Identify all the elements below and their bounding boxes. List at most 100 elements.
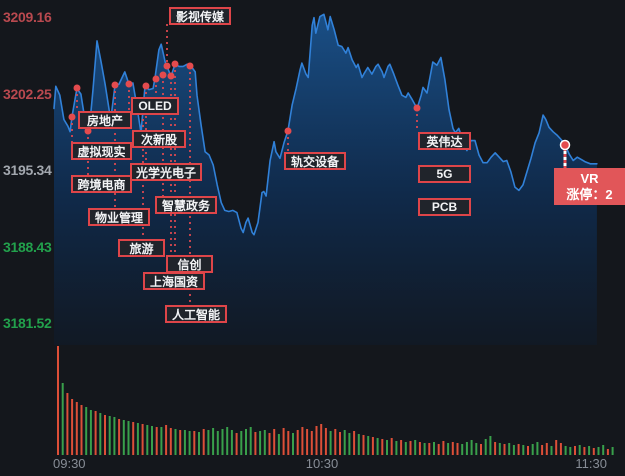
sector-label[interactable]: 英伟达 <box>418 132 471 150</box>
sector-label[interactable]: 物业管理 <box>88 208 150 226</box>
volume-bar <box>207 430 210 455</box>
volume-bar <box>414 440 417 455</box>
volume-bar <box>334 429 337 455</box>
event-dot <box>284 127 292 135</box>
volume-bar <box>188 431 191 455</box>
volume-bar <box>89 410 92 455</box>
sector-label[interactable]: 次新股 <box>132 130 186 148</box>
volume-bar <box>179 430 182 455</box>
volume-bar <box>522 445 525 455</box>
sector-label[interactable]: 跨境电商 <box>71 175 132 193</box>
volume-bar <box>113 417 116 455</box>
volume-bar <box>386 440 388 455</box>
sector-label[interactable]: 智慧政务 <box>155 196 217 214</box>
volume-bar <box>245 429 247 455</box>
volume-bar <box>357 434 360 455</box>
volume-bar <box>597 447 600 455</box>
volume-bar <box>437 444 440 455</box>
volume-bar <box>254 432 257 455</box>
volume-bar <box>442 441 445 455</box>
volume-bar <box>104 415 106 455</box>
volume-bar <box>433 442 435 455</box>
sector-label[interactable]: 上海国资 <box>143 272 205 290</box>
event-dot <box>125 80 133 88</box>
volume-bar <box>371 437 374 455</box>
highlight-label-vr[interactable]: VR 涨停：2 <box>554 168 625 205</box>
event-dot <box>186 62 194 70</box>
event-dot <box>171 60 179 68</box>
volume-bar <box>428 443 431 455</box>
sector-label[interactable]: 人工智能 <box>165 305 227 323</box>
volume-bar <box>531 444 534 455</box>
volume-bar <box>315 426 318 455</box>
volume-bar <box>136 423 139 455</box>
volume-bars <box>57 346 614 455</box>
volume-bar <box>602 445 605 455</box>
volume-bar <box>461 444 464 455</box>
volume-bar <box>503 444 506 455</box>
volume-bar <box>574 446 576 455</box>
volume-bar <box>99 413 102 455</box>
volume-bar <box>324 428 327 455</box>
sector-label[interactable]: PCB <box>418 198 471 216</box>
event-dot <box>413 104 421 112</box>
volume-bar <box>536 442 539 455</box>
volume-bar <box>367 436 370 455</box>
volume-bar <box>240 431 243 455</box>
volume-bar <box>465 442 468 455</box>
volume-bar <box>235 433 238 455</box>
sector-label[interactable]: 旅游 <box>118 239 165 257</box>
volume-bar <box>122 420 125 455</box>
volume-bar <box>475 443 478 455</box>
volume-bar <box>592 448 595 455</box>
volume-bar <box>578 445 581 455</box>
volume-bar <box>517 444 520 455</box>
sector-label[interactable]: 影视传媒 <box>169 7 231 25</box>
volume-bar <box>277 434 280 455</box>
volume-bar <box>310 431 313 455</box>
sector-label[interactable]: 虚拟现实 <box>71 142 132 160</box>
volume-bar <box>447 443 450 455</box>
volume-bar <box>348 433 351 455</box>
volume-bar <box>588 446 591 455</box>
volume-bar <box>57 346 59 455</box>
sector-label[interactable]: 信创 <box>166 255 213 273</box>
volume-bar <box>160 427 163 455</box>
volume-bar <box>418 442 421 455</box>
event-dot <box>73 84 81 92</box>
sector-label[interactable]: 房地产 <box>78 111 132 129</box>
volume-bar <box>343 430 346 455</box>
volume-bar <box>174 429 177 455</box>
volume-bar <box>390 438 393 455</box>
sector-label[interactable]: 光学光电子 <box>130 163 202 181</box>
volume-bar <box>339 432 341 455</box>
sector-label[interactable]: 轨交设备 <box>284 152 346 170</box>
event-dot <box>84 127 92 135</box>
volume-bar <box>404 442 407 455</box>
event-dot <box>167 72 175 80</box>
volume-bar <box>409 441 412 455</box>
volume-bar <box>127 421 130 455</box>
event-dot <box>159 71 167 79</box>
volume-bar <box>85 407 88 455</box>
volume-bar <box>151 426 153 455</box>
volume-bar <box>94 411 97 455</box>
volume-bar <box>292 433 294 455</box>
volume-bar <box>329 431 332 455</box>
volume-bar <box>545 443 548 455</box>
volume-bar <box>141 424 144 455</box>
event-dot <box>68 113 76 121</box>
volume-bar <box>550 446 553 455</box>
sector-label[interactable]: 5G <box>418 165 471 183</box>
volume-bar <box>146 425 149 455</box>
volume-bar <box>75 402 78 455</box>
volume-bar <box>301 427 304 455</box>
volume-bar <box>381 439 384 455</box>
volume-bar <box>212 428 215 455</box>
volume-bar <box>395 441 398 455</box>
volume-bar <box>606 449 609 455</box>
sector-label[interactable]: OLED <box>131 97 179 115</box>
volume-bar <box>320 424 323 455</box>
